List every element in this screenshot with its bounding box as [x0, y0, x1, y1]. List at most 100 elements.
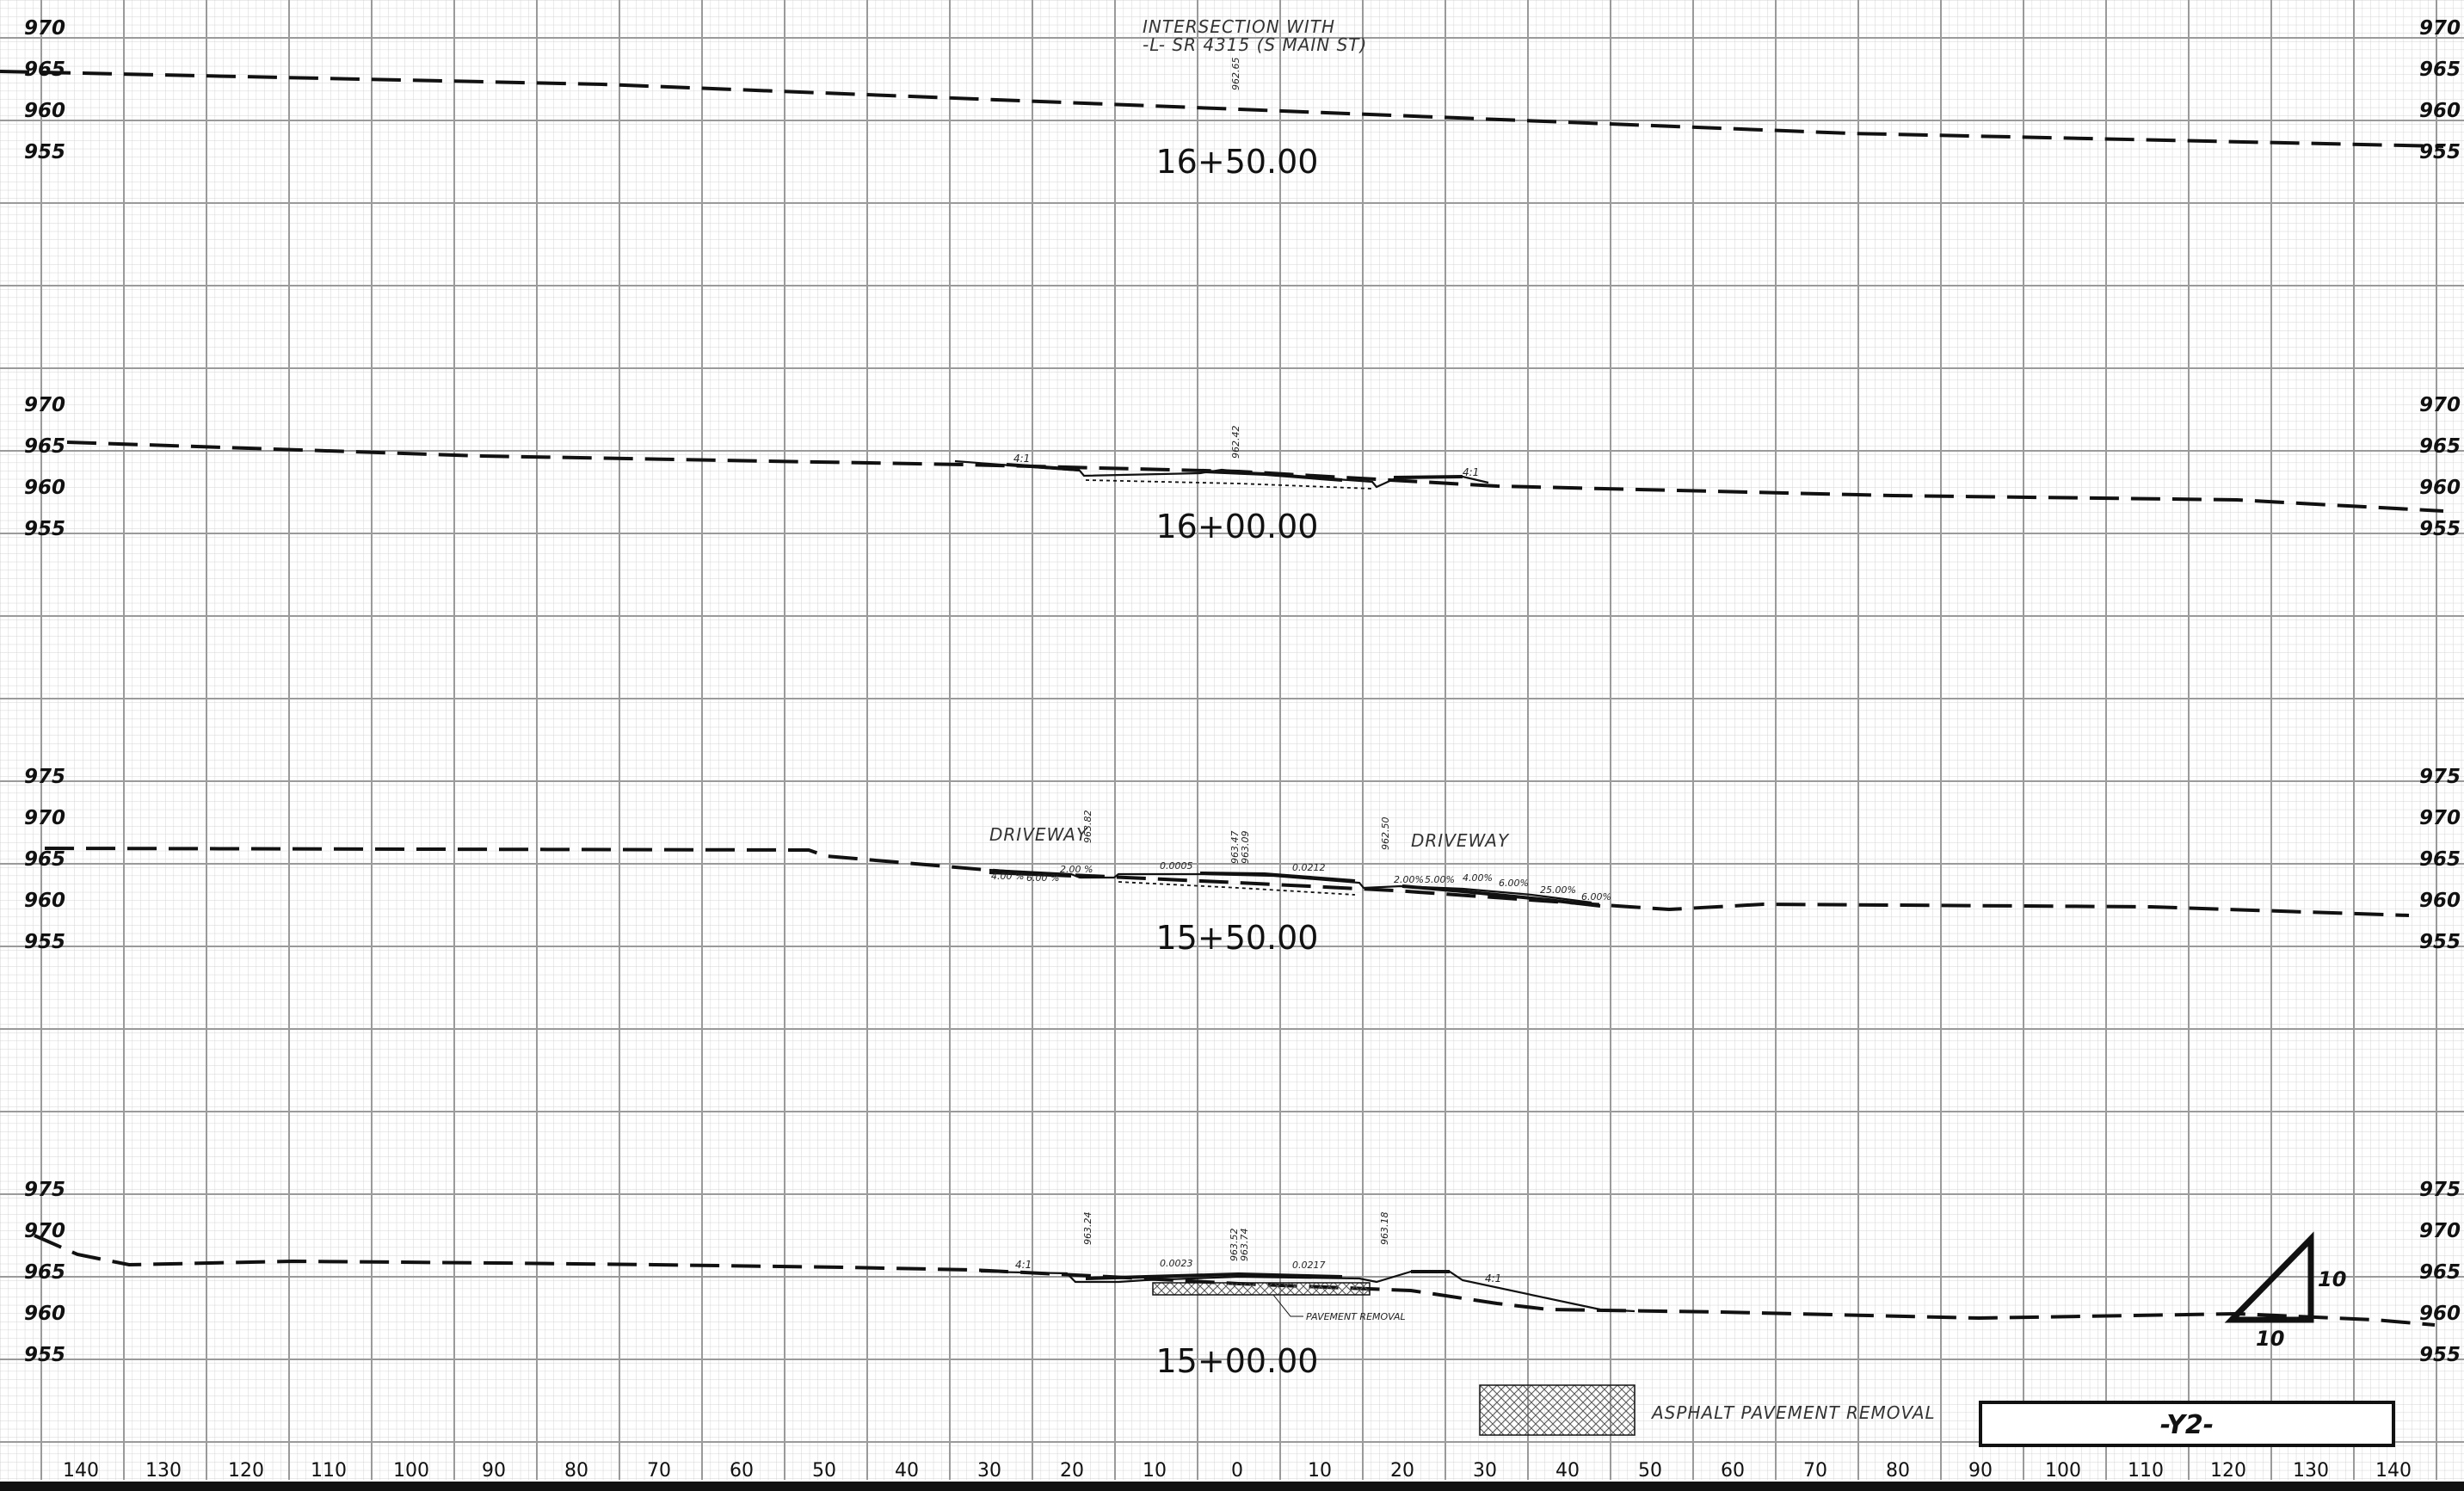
slope-label: 4:1: [1015, 1259, 1032, 1271]
x-axis-tick-label: 60: [730, 1460, 754, 1482]
slope-label: 4.00%: [1463, 872, 1493, 884]
slope-label: 4.00 %: [991, 871, 1024, 882]
proposed-grade-line: [980, 1270, 1635, 1313]
x-axis-tick-label: 100: [393, 1460, 429, 1482]
x-axis-tick-label: 80: [1886, 1460, 1910, 1482]
existing-ground-line: [44, 847, 2410, 917]
subgrade-line: [1085, 479, 1373, 490]
elevation-label-right: 960: [2419, 477, 2461, 499]
sheet-title: -Y2-: [2160, 1410, 2215, 1440]
elevation-label-left: 960: [24, 1303, 65, 1325]
x-axis-tick-label: 30: [977, 1460, 1001, 1482]
slope-label: 6.00%: [1581, 891, 1611, 903]
proposed-pavement: [1085, 1270, 1450, 1280]
legend: ASPHALT PAVEMENT REMOVAL: [1479, 1384, 1936, 1436]
x-axis-tick-label: 90: [1968, 1460, 1993, 1482]
point-label: 962.42: [1230, 426, 1241, 459]
slope-label: 6.00%: [1499, 878, 1529, 889]
bottom-border: [0, 1482, 2464, 1491]
x-axis-tick-label: 30: [1473, 1460, 1497, 1482]
x-axis-tick-label: 40: [1555, 1460, 1580, 1482]
x-axis-tick-label: 10: [1308, 1460, 1332, 1482]
station-label: 15+00.00: [1156, 1342, 1319, 1380]
elevation-label-left: 965: [24, 848, 65, 871]
x-axis-tick-label: 130: [2293, 1460, 2329, 1482]
elevation-label-right: 965: [2419, 848, 2461, 871]
elevation-label-right: 955: [2419, 931, 2461, 953]
elevation-label-right: 965: [2419, 59, 2461, 81]
x-axis-tick-label: 100: [2045, 1460, 2081, 1482]
station-label: 16+50.00: [1156, 143, 1319, 181]
x-axis-tick-label: 90: [482, 1460, 506, 1482]
elevation-label-right: 965: [2419, 435, 2461, 458]
elevation-label-right: 955: [2419, 518, 2461, 540]
x-axis-tick-label: 140: [2375, 1460, 2412, 1482]
point-label: 963.47: [1229, 831, 1241, 865]
elevation-label-right: 970: [2419, 394, 2461, 416]
legend-label: ASPHALT PAVEMENT REMOVAL: [1650, 1402, 1936, 1423]
driveway-label-left: DRIVEWAY: [989, 824, 1088, 845]
elevation-label-right: 965: [2419, 1261, 2461, 1284]
slope-label: 2.00 %: [1060, 864, 1093, 875]
slope-label: 0.0212: [1292, 862, 1326, 873]
slope-label: 25.00%: [1540, 884, 1576, 896]
elevation-label-left: 955: [24, 518, 65, 540]
x-axis-tick-label: 20: [1390, 1460, 1414, 1482]
title-box: -Y2-: [1979, 1401, 2395, 1447]
x-axis-tick-label: 50: [1638, 1460, 1662, 1482]
point-label: 963.74: [1239, 1229, 1250, 1262]
elevation-label-right: 970: [2419, 17, 2461, 40]
elevation-label-right: 960: [2419, 1303, 2461, 1325]
x-axis-tick-label: 70: [1803, 1460, 1827, 1482]
elevation-label-left: 965: [24, 1261, 65, 1284]
elevation-label-right: 955: [2419, 1344, 2461, 1366]
x-axis-tick-label: 120: [2210, 1460, 2246, 1482]
x-axis-tick-label: 130: [145, 1460, 182, 1482]
pavement-removal-hatch: [1152, 1282, 1371, 1296]
existing-ground-line: [34, 1234, 2436, 1327]
slope-label: 6.00 %: [1026, 872, 1059, 884]
elevation-label-left: 955: [24, 1344, 65, 1366]
x-axis-tick-label: 20: [1060, 1460, 1084, 1482]
x-axis-tick-label: 0: [1231, 1460, 1243, 1482]
elevation-label-right: 975: [2419, 1179, 2461, 1201]
driveway-label-right: DRIVEWAY: [1411, 830, 1510, 851]
x-axis-tick-label: 110: [2128, 1460, 2164, 1482]
scale-horizontal-label: 10: [2256, 1327, 2284, 1351]
x-axis-tick-label: 70: [647, 1460, 671, 1482]
station-label: 16+00.00: [1156, 508, 1319, 545]
scale-triangle: 10 10: [2224, 1231, 2346, 1351]
elevation-label-left: 965: [24, 59, 65, 81]
section-16-00: 4:1 4:1 962.42 16+00.00: [66, 426, 2444, 545]
scale-vertical-label: 10: [2318, 1267, 2346, 1291]
point-label: 963.52: [1229, 1229, 1240, 1262]
x-axis-tick-label: 110: [311, 1460, 347, 1482]
x-axis-tick-label: 40: [895, 1460, 919, 1482]
x-axis-tick-label: 10: [1143, 1460, 1167, 1482]
point-label: 963.09: [1240, 831, 1251, 865]
elevation-labels: 970 970 965 965 960 960 955 955 970 970 965 965 960 9…: [24, 17, 2461, 1366]
slope-label: 0.0023: [1160, 1258, 1193, 1269]
elevation-label-left: 955: [24, 931, 65, 953]
point-label: 963.82: [1082, 810, 1093, 844]
x-axis-tick-label: 60: [1721, 1460, 1745, 1482]
elevation-label-left: 975: [24, 766, 65, 788]
point-label: 962.50: [1380, 817, 1391, 851]
x-axis-labels: 140 130 120 110 100 90 80 70 60 50 40 30 20 10 0 10 20 30…: [63, 1460, 2412, 1482]
elevation-label-left: 960: [24, 477, 65, 499]
existing-ground-line: [66, 441, 2444, 513]
elevation-label-left: 970: [24, 807, 65, 829]
slope-label: 2.00%: [1394, 874, 1424, 885]
section-15-00: PAVEMENT REMOVAL 4:1 4:1 0.0023 0.0217 9…: [34, 1212, 2436, 1380]
elevation-label-right: 970: [2419, 807, 2461, 829]
elevation-label-left: 960: [24, 890, 65, 912]
elevation-label-right: 975: [2419, 766, 2461, 788]
legend-hatch-swatch: [1479, 1384, 1635, 1436]
elevation-label-left: 975: [24, 1179, 65, 1201]
pavement-removal-note: PAVEMENT REMOVAL: [1306, 1311, 1406, 1322]
elevation-label-right: 960: [2419, 100, 2461, 122]
section-16-50: 16+50.00: [0, 70, 2444, 181]
